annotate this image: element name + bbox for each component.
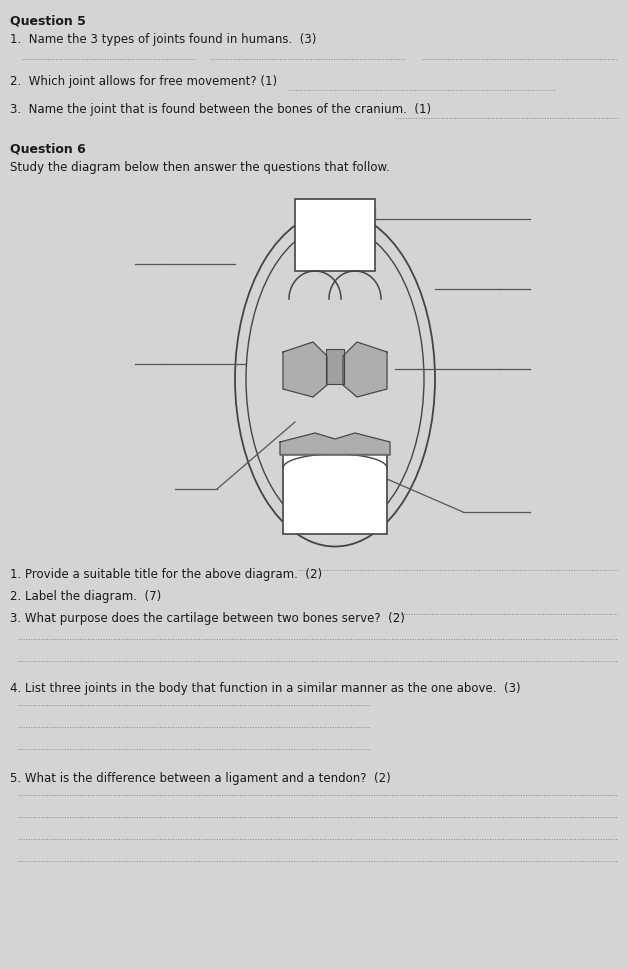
Text: 2. Label the diagram.  (7): 2. Label the diagram. (7) — [10, 589, 161, 603]
Text: 1.  Name the 3 types of joints found in humans.  (3): 1. Name the 3 types of joints found in h… — [10, 33, 317, 46]
Text: 1. Provide a suitable title for the above diagram.  (2): 1. Provide a suitable title for the abov… — [10, 568, 322, 580]
Text: Question 5: Question 5 — [10, 15, 86, 28]
Polygon shape — [283, 343, 327, 397]
Text: 5. What is the difference between a ligament and a tendon?  (2): 5. What is the difference between a liga… — [10, 771, 391, 784]
Text: Study the diagram below then answer the questions that follow.: Study the diagram below then answer the … — [10, 161, 390, 173]
Polygon shape — [343, 343, 387, 397]
Text: 3. What purpose does the cartilage between two bones serve?  (2): 3. What purpose does the cartilage betwe… — [10, 611, 405, 624]
Polygon shape — [280, 433, 390, 455]
Text: 2.  Which joint allows for free movement? (1): 2. Which joint allows for free movement?… — [10, 75, 277, 88]
Text: 4. List three joints in the body that function in a similar manner as the one ab: 4. List three joints in the body that fu… — [10, 681, 521, 694]
Text: 3.  Name the joint that is found between the bones of the cranium.  (1): 3. Name the joint that is found between … — [10, 103, 431, 116]
Bar — [295, 200, 375, 271]
Text: Question 6: Question 6 — [10, 142, 86, 156]
Bar — [283, 454, 387, 535]
Bar — [326, 350, 344, 385]
